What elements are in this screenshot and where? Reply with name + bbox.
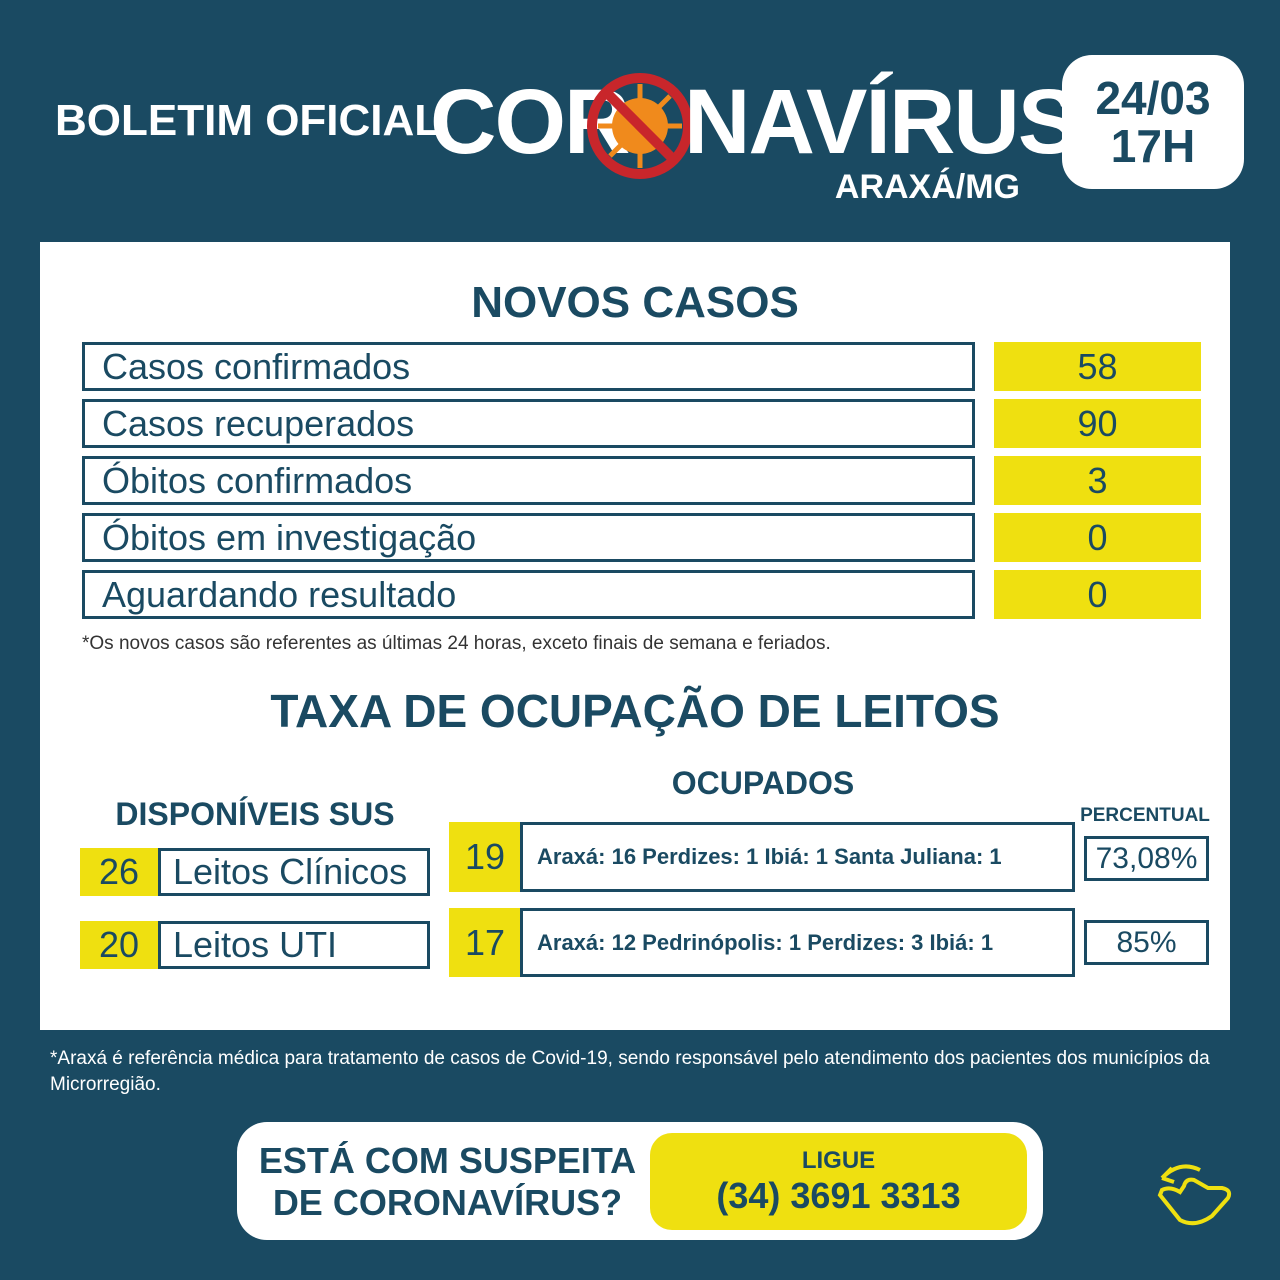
virus-icon (587, 73, 693, 179)
case-label: Casos confirmados (82, 342, 975, 391)
new-cases-title: NOVOS CASOS (471, 278, 799, 327)
available-value: 20 (80, 921, 158, 969)
cta-phone: (34) 3691 3313 (716, 1174, 961, 1216)
occupied-breakdown: Araxá: 12 Pedrinópolis: 1 Perdizes: 3 Ib… (520, 908, 1075, 977)
bed-type: Leitos UTI (158, 921, 430, 969)
percent-title: PERCENTUAL (1080, 805, 1210, 826)
case-value: 0 (994, 570, 1201, 619)
case-label: Óbitos em investigação (82, 513, 975, 562)
occupied-value: 19 (449, 822, 521, 892)
occupied-value: 17 (449, 908, 521, 977)
bed-type: Leitos Clínicos (158, 848, 430, 896)
case-label: Aguardando resultado (82, 570, 975, 619)
cta-call-box[interactable]: LIGUE (34) 3691 3313 (650, 1133, 1027, 1230)
available-title: DISPONÍVEIS SUS (115, 795, 395, 832)
time: 17H (1110, 120, 1196, 172)
hand-icon (1157, 1164, 1232, 1226)
available-value: 26 (80, 848, 158, 896)
beds-title: TAXA DE OCUPAÇÃO DE LEITOS (270, 685, 1000, 737)
cta-line2: DE CORONAVÍRUS? (272, 1182, 623, 1223)
occupied-percent: 73,08% (1084, 836, 1209, 881)
case-value: 58 (994, 342, 1201, 391)
date: 24/03 (1095, 71, 1211, 124)
case-value: 90 (994, 399, 1201, 448)
footnote: *Araxá é referência médica para tratamen… (50, 1048, 1210, 1095)
case-label: Casos recuperados (82, 399, 975, 448)
occupied-percent: 85% (1084, 920, 1209, 965)
case-value: 0 (994, 513, 1201, 562)
new-cases-footnote: *Os novos casos são referentes as última… (82, 633, 831, 654)
location: ARAXÁ/MG (834, 168, 1020, 206)
cta-question: ESTÁ COM SUSPEITA DE CORONAVÍRUS? (245, 1140, 650, 1224)
case-label: Óbitos confirmados (82, 456, 975, 505)
date-box: 24/03 17H (1062, 55, 1244, 189)
cta-line1: ESTÁ COM SUSPEITA (258, 1140, 637, 1181)
case-value: 3 (994, 456, 1201, 505)
occupied-breakdown: Araxá: 16 Perdizes: 1 Ibiá: 1 Santa Juli… (520, 822, 1075, 892)
cta-call: LIGUE (801, 1146, 876, 1174)
title-right: NAVÍRUS (684, 71, 1079, 173)
pre-title: BOLETIM OFICIAL (55, 96, 442, 145)
occupied-title: OCUPADOS (671, 764, 855, 801)
